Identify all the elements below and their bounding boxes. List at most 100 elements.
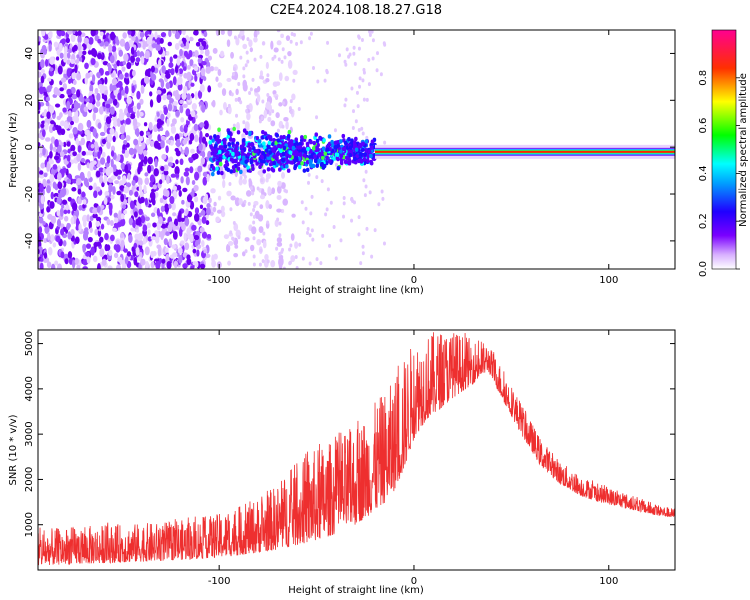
heatmap-cell — [78, 223, 82, 232]
heatmap-cell — [85, 243, 92, 249]
heatmap-cell — [311, 65, 315, 70]
heatmap-cell — [160, 165, 165, 171]
heatmap-cell — [357, 215, 361, 220]
heatmap-cell — [308, 162, 313, 167]
heatmap-cell — [332, 224, 336, 229]
heatmap-cell — [249, 87, 253, 92]
heatmap-cell — [211, 171, 215, 177]
heatmap-cell — [278, 233, 282, 238]
heatmap-cell — [190, 93, 195, 99]
heatmap-cell — [180, 176, 184, 184]
heatmap-cell — [367, 82, 371, 87]
heatmap-cell — [232, 237, 236, 242]
heatmap-cell — [239, 144, 244, 149]
heatmap-cell — [308, 261, 312, 266]
heatmap-cell — [230, 92, 234, 97]
heatmap-cell — [140, 258, 146, 266]
heatmap-cell — [59, 93, 65, 99]
heatmap-cell — [190, 148, 195, 154]
heatmap-cell — [88, 220, 92, 230]
heatmap-cell — [216, 134, 220, 140]
heatmap-cell — [116, 117, 122, 127]
heatmap-cell — [239, 30, 245, 37]
heatmap-cell — [68, 133, 74, 139]
heatmap-cell — [160, 79, 165, 89]
spectrogram-x-ticks: -100 0 100 — [208, 30, 618, 286]
heatmap-cell — [235, 37, 240, 46]
spectrogram-panel: -100 0 100 -40 -20 0 20 40 Height of straight … — [8, 29, 676, 296]
heatmap-cell — [266, 93, 270, 98]
heatmap-cell — [110, 175, 117, 180]
heatmap-cell — [339, 149, 343, 154]
heatmap-cell — [93, 166, 97, 171]
heatmap-cell — [282, 198, 289, 206]
heatmap-cell — [328, 243, 332, 248]
heatmap-cell — [210, 188, 216, 194]
heatmap-cell — [157, 247, 162, 257]
heatmap-cell — [306, 230, 310, 235]
heatmap-cell — [311, 146, 316, 151]
heatmap-cell — [168, 30, 172, 38]
heatmap-cell — [360, 38, 364, 43]
heatmap-cell — [133, 138, 139, 146]
heatmap-cell — [183, 232, 187, 242]
heatmap-cell — [138, 136, 144, 142]
heatmap-cell — [186, 194, 193, 203]
heatmap-cell — [99, 236, 104, 243]
heatmap-cell — [276, 138, 281, 143]
heatmap-cell — [39, 183, 44, 193]
heatmap-cell — [180, 240, 185, 245]
heatmap-cell — [276, 128, 280, 133]
heatmap-cell — [227, 240, 234, 246]
heatmap-cell — [256, 238, 262, 246]
heatmap-cell — [53, 41, 59, 48]
heatmap-cell — [45, 137, 51, 142]
heatmap-cell — [97, 122, 102, 129]
heatmap-cell — [234, 244, 239, 249]
heatmap-cell — [190, 265, 194, 269]
heatmap-cell — [119, 259, 124, 265]
heatmap-cell — [109, 234, 115, 242]
heatmap-cell — [167, 103, 173, 112]
heatmap-cell — [85, 72, 91, 79]
heatmap-cell — [356, 104, 360, 109]
heatmap-cell — [59, 87, 64, 92]
y-tick-label: 3000 — [24, 421, 35, 446]
heatmap-cell — [165, 130, 170, 137]
heatmap-cell — [300, 135, 304, 140]
heatmap-cell — [357, 128, 361, 133]
spectrogram-y-ticks: -40 -20 0 20 40 — [24, 47, 675, 249]
heatmap-cell — [132, 221, 136, 228]
heatmap-cell — [266, 134, 271, 139]
heatmap-cell — [342, 201, 346, 206]
heatmap-cell — [201, 216, 207, 224]
heatmap-cell — [383, 42, 387, 47]
heatmap-cell — [89, 165, 95, 171]
heatmap-cell — [75, 225, 80, 231]
heatmap-cell — [120, 213, 125, 220]
heatmap-cell — [178, 254, 183, 264]
heatmap-cell — [82, 203, 86, 209]
heatmap-cell — [140, 55, 145, 65]
heatmap-cell — [261, 259, 265, 264]
heatmap-cell — [345, 155, 349, 160]
heatmap-cell — [315, 163, 320, 168]
heatmap-cell — [74, 59, 80, 64]
heatmap-cell — [352, 140, 357, 145]
heatmap-cell — [258, 119, 262, 124]
heatmap-cell — [205, 253, 211, 259]
heatmap-cell — [87, 236, 93, 243]
heatmap-cell — [288, 140, 292, 145]
heatmap-cell — [46, 185, 51, 194]
heatmap-cell — [241, 251, 246, 257]
heatmap-cell — [243, 174, 247, 179]
heatmap-cell — [233, 35, 237, 40]
heatmap-cell — [109, 219, 114, 227]
heatmap-cell — [162, 88, 167, 94]
heatmap-cell — [80, 96, 85, 103]
heatmap-cell — [121, 89, 126, 96]
heatmap-cell — [217, 127, 221, 132]
heatmap-cell — [179, 48, 183, 57]
heatmap-cell — [38, 101, 41, 110]
heatmap-cell — [136, 90, 141, 100]
